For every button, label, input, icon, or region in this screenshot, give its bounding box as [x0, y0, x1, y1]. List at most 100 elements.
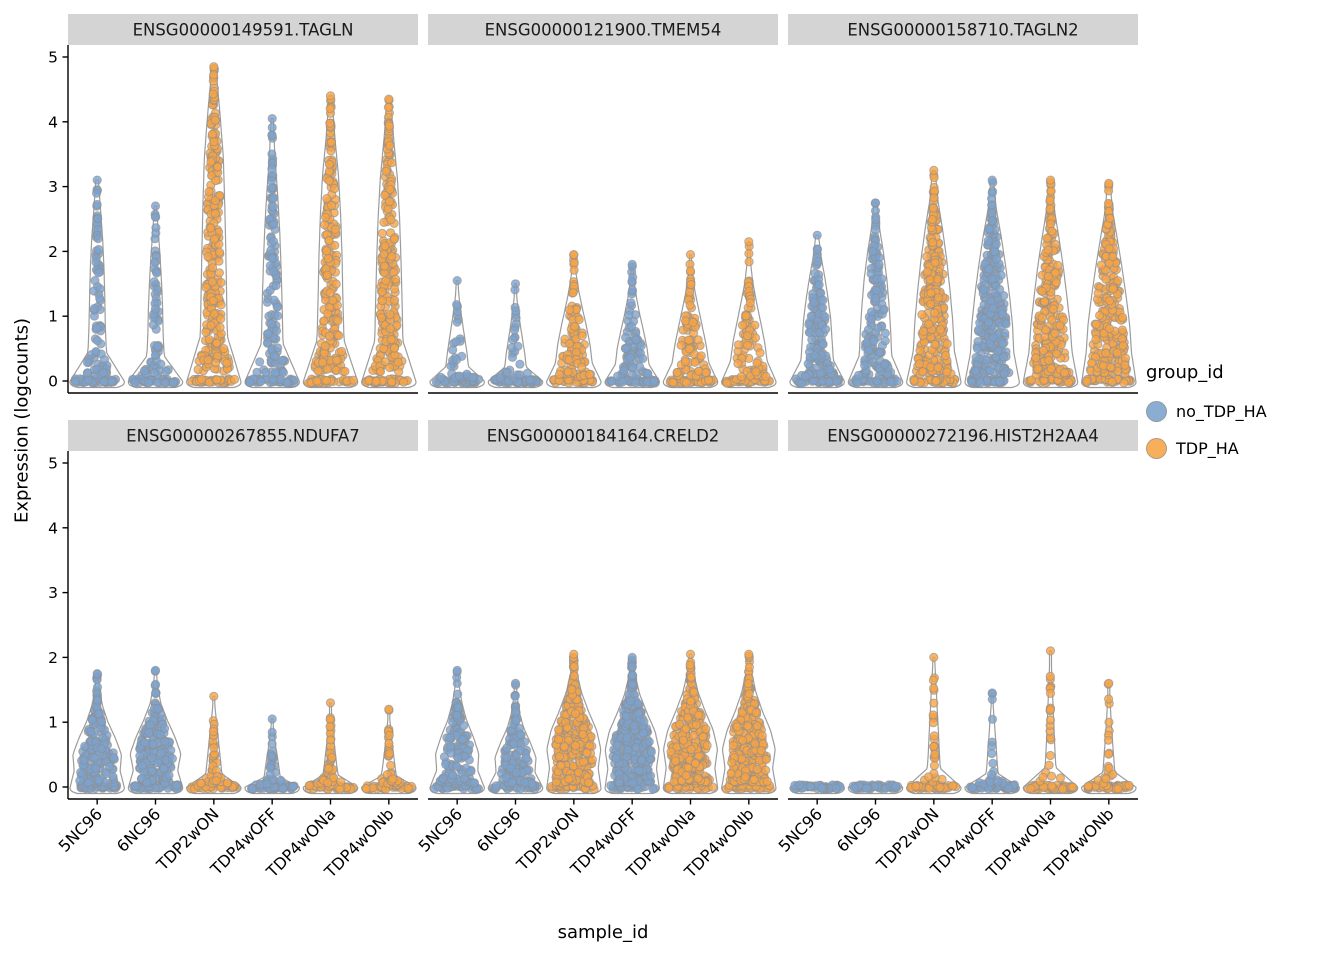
expression-point	[870, 198, 881, 208]
expression-point	[92, 188, 102, 198]
expression-point	[331, 355, 342, 365]
expression-point	[139, 737, 150, 748]
expression-point	[79, 755, 89, 765]
expression-point	[318, 357, 328, 368]
expression-point	[631, 335, 641, 345]
expression-point	[685, 300, 695, 310]
expression-point	[135, 751, 145, 761]
facet-strip	[788, 14, 1138, 45]
violin-TDP4wONa	[302, 91, 359, 389]
expression-point	[733, 340, 744, 350]
violin-6NC96	[487, 279, 544, 389]
expression-point	[813, 256, 823, 266]
expression-point	[89, 303, 99, 314]
x-tick-label: 6NC96	[113, 804, 164, 855]
expression-point	[812, 230, 822, 240]
expression-point	[94, 709, 104, 719]
expression-point	[379, 249, 389, 259]
expression-point	[222, 778, 232, 788]
expression-point	[994, 377, 1005, 387]
expression-point	[322, 364, 332, 374]
expression-point	[928, 237, 938, 248]
expression-point	[371, 376, 381, 386]
expression-point	[266, 245, 276, 255]
expression-point	[568, 288, 578, 298]
expression-point	[821, 324, 831, 334]
expression-point	[142, 778, 152, 788]
expression-point	[92, 669, 102, 679]
expression-point	[312, 376, 322, 386]
expression-point	[761, 371, 771, 381]
expression-point	[569, 265, 579, 275]
panel-bg	[788, 451, 1138, 799]
expression-point	[1046, 219, 1056, 229]
expression-point	[626, 321, 637, 332]
y-tick-label: 5	[48, 455, 58, 473]
expression-point	[624, 310, 634, 320]
expression-point	[643, 368, 653, 379]
expression-point	[325, 288, 335, 298]
expression-point	[150, 212, 161, 222]
expression-point	[326, 200, 337, 210]
expression-point	[92, 199, 102, 210]
expression-point	[733, 358, 743, 369]
expression-point	[469, 778, 479, 788]
expression-point	[377, 228, 387, 238]
expression-point	[333, 316, 343, 326]
expression-point	[971, 366, 981, 376]
expression-point	[871, 215, 881, 225]
expression-point	[1046, 186, 1056, 196]
expression-point	[565, 305, 575, 315]
expression-point	[520, 778, 530, 788]
expression-point	[324, 236, 334, 246]
expression-point	[151, 228, 161, 238]
expression-point	[76, 767, 86, 778]
expression-point	[452, 710, 462, 720]
expression-point	[130, 781, 140, 791]
expression-point	[150, 665, 161, 676]
violin-TDP2wON	[546, 250, 602, 389]
expression-point	[1041, 325, 1051, 335]
expression-point	[150, 679, 161, 690]
expression-point	[193, 364, 203, 375]
expression-point	[582, 748, 592, 758]
expression-point	[927, 214, 937, 225]
expression-point	[1046, 364, 1056, 374]
expression-point	[207, 277, 217, 287]
expression-point	[204, 187, 214, 197]
expression-point	[1001, 319, 1011, 329]
expression-point	[206, 320, 216, 331]
expression-point	[99, 355, 110, 365]
expression-point	[327, 752, 337, 763]
expression-point	[377, 287, 387, 297]
expression-point	[998, 309, 1008, 319]
expression-point	[1045, 195, 1055, 205]
expression-point	[1101, 348, 1111, 358]
facet-strip	[788, 420, 1138, 451]
expression-point	[1087, 358, 1097, 368]
expression-point	[684, 335, 694, 345]
expression-point	[273, 311, 283, 321]
expression-point	[209, 691, 219, 701]
x-tick-label: 6NC96	[473, 804, 524, 855]
expression-point	[1118, 341, 1128, 351]
expression-point	[322, 375, 332, 386]
expression-point	[377, 296, 387, 306]
expression-point	[1117, 325, 1128, 335]
expression-point	[1108, 284, 1118, 294]
expression-point	[454, 371, 464, 381]
expression-point	[206, 223, 216, 233]
expression-point	[90, 276, 100, 286]
expression-point	[245, 377, 255, 388]
expression-point	[209, 234, 220, 244]
expression-point	[222, 358, 232, 368]
expression-point	[331, 279, 341, 289]
expression-point	[495, 373, 505, 383]
expression-point	[152, 341, 162, 351]
expression-point	[393, 357, 403, 367]
expression-point	[569, 649, 579, 659]
expression-point	[930, 339, 940, 349]
expression-point	[516, 730, 526, 740]
expression-point	[209, 137, 219, 147]
expression-point	[268, 236, 279, 246]
